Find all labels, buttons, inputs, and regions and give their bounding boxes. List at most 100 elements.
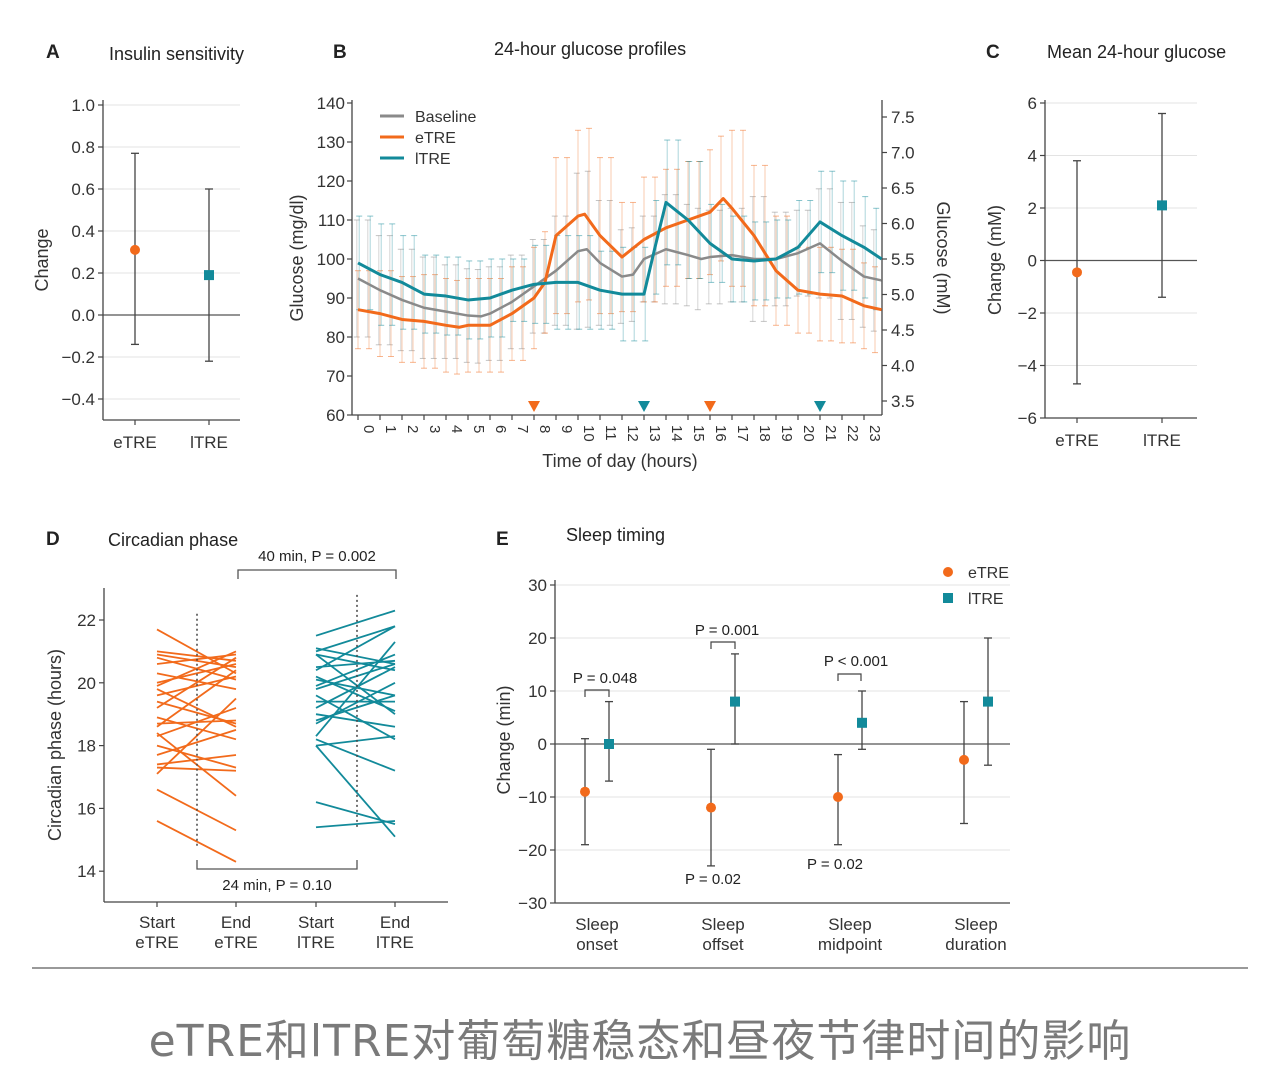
- panel-b-xtick-label: 18: [756, 425, 773, 442]
- panel-e-point-eTRE: [580, 786, 590, 797]
- panel-letter-a: A: [46, 42, 60, 63]
- panel-d-subject-line-etre: [156, 650, 237, 662]
- panel-a-ytick-label: 1.0: [71, 96, 95, 115]
- panel-d-ylabel: Circadian phase (hours): [45, 649, 65, 841]
- figure-caption: eTRE和lTRE对葡萄糖稳态和昼夜节律时间的影响: [148, 1016, 1132, 1067]
- panel-b-ytick-label: 90: [326, 289, 345, 308]
- panel-e-ytick-label: −20: [518, 841, 547, 860]
- panel-b-ytick-right-label: 7.5: [891, 108, 915, 127]
- panel-b-meal-marker-lTRE: [814, 401, 826, 412]
- panel-c-ytick-label: 4: [1028, 147, 1037, 166]
- panel-a-ytick-label: 0.6: [71, 180, 95, 199]
- panel-b-xtick-label: 10: [580, 425, 597, 442]
- panel-b-ytick-right-label: 4.0: [891, 357, 915, 376]
- panel-a-ytick-label: 0.8: [71, 138, 95, 157]
- panel-d-subject-line-ltre: [315, 675, 396, 712]
- panel-b-xtick-label: 23: [866, 425, 883, 442]
- panel-d-subject-line-ltre: [315, 653, 396, 715]
- panel-d-subject-line-ltre: [315, 653, 396, 687]
- panel-b-line-lTRE: [357, 200, 883, 302]
- panel-d-subject-line-ltre: [315, 694, 396, 741]
- panel-e-point-lTRE: [604, 739, 614, 749]
- panel-d-subject-line-etre: [156, 744, 237, 769]
- panel-b-line-eTRE: [357, 197, 882, 329]
- panel-d-subject-line-ltre: [315, 659, 396, 668]
- panel-d-subject-line-etre: [156, 656, 237, 709]
- panel-d-bottom-bracket: [196, 860, 358, 870]
- panel-a-ytick-label: 0.4: [71, 222, 95, 241]
- panel-d-subject-line-ltre: [315, 694, 396, 722]
- panel-b-xtick-label: 16: [712, 425, 729, 442]
- panel-e-offset-p: P = 0.001: [695, 622, 759, 639]
- panel-e-xtick-label: Sleep duration: [945, 915, 1006, 954]
- panel-c-ytick-label: −4: [1018, 357, 1037, 376]
- panel-e-ytick-label: −10: [518, 788, 547, 807]
- panel-e-point-lTRE: [857, 717, 867, 728]
- panel-c-ytick-label: −2: [1018, 304, 1037, 323]
- panel-b-ytick-right-label: 4.5: [891, 321, 915, 340]
- panel-d-subject-line-etre: [156, 697, 237, 775]
- panel-d-subject-line-ltre: [315, 609, 396, 637]
- panel-e-ytick-label: 30: [528, 576, 547, 595]
- panel-b-xtick-label: 13: [646, 425, 663, 442]
- panel-a-point-eTRE: [130, 244, 140, 255]
- panel-d-subject-line-ltre: [315, 625, 396, 653]
- panel-d-subject-line-etre: [156, 820, 237, 863]
- panel-d-subject-line-etre: [156, 707, 237, 738]
- panel-e-point-eTRE: [706, 802, 716, 813]
- panel-a-ytick-label: −0.2: [61, 348, 95, 367]
- panel-e-title: Sleep timing: [566, 525, 665, 545]
- panel-e-significance-bracket: [710, 641, 736, 649]
- panel-d-subject-line-etre: [156, 669, 237, 728]
- panel-b-xtick-label: 20: [800, 425, 817, 442]
- panel-e-significance-bracket: [837, 673, 862, 681]
- panel-b-meal-marker-lTRE: [638, 401, 650, 412]
- panel-e-offset-etre-p: P = 0.02: [685, 871, 741, 888]
- panel-a-xtick-label: lTRE: [190, 433, 228, 452]
- panel-d-xtick-label: Start lTRE: [297, 913, 335, 952]
- panel-b-ytick-label: 60: [326, 406, 345, 425]
- panel-e-ytick-label: 10: [528, 682, 547, 701]
- panel-e-ytick-label: 20: [528, 629, 547, 648]
- panel-b-xtick-label: 2: [404, 425, 421, 433]
- panel-a-title: Insulin sensitivity: [109, 44, 244, 64]
- panel-b-ytick-right-label: 5.5: [891, 250, 915, 269]
- panel-d-xtick-label: Start eTRE: [135, 913, 178, 952]
- panel-e-significance-bracket: [584, 689, 610, 697]
- panel-b-ytick-right-label: 5.0: [891, 286, 915, 305]
- panel-b-title: 24-hour glucose profiles: [494, 39, 686, 59]
- panel-d-title: Circadian phase: [108, 530, 238, 550]
- panel-b-ytick-right-label: 3.5: [891, 392, 915, 411]
- panel-b-ytick-right-label: 7.0: [891, 144, 915, 163]
- panel-d-subject-line-ltre: [315, 641, 396, 737]
- panel-b-xtick-label: 0: [360, 425, 377, 433]
- panel-d-ytick-label: 22: [77, 611, 96, 630]
- panel-b-xtick-label: 21: [822, 425, 839, 442]
- panel-d-subject-line-ltre: [315, 801, 396, 825]
- panel-b-ytick-label: 130: [317, 133, 345, 152]
- panel-c-ytick-label: 2: [1028, 199, 1037, 218]
- panel-a-ytick-label: −0.4: [61, 390, 95, 409]
- panel-b-xtick-label: 5: [470, 425, 487, 433]
- panel-e-legend-label-eTRE: eTRE: [968, 565, 1009, 582]
- panel-b-xtick-label: 15: [690, 425, 707, 442]
- panel-d-ytick-label: 20: [77, 674, 96, 693]
- panel-d-top-annotation: 40 min, P = 0.002: [258, 548, 376, 565]
- panel-b-ytick-label: 140: [317, 94, 345, 113]
- panel-b-ytick-label: 110: [318, 211, 345, 230]
- panel-d-top-bracket: [237, 569, 397, 579]
- panel-a-ytick-label: 0.0: [71, 306, 95, 325]
- panel-b-ytick-right-label: 6.5: [891, 179, 915, 198]
- panel-e-midpoint-p: P < 0.001: [824, 653, 888, 670]
- panel-b-xtick-label: 7: [514, 425, 531, 433]
- panel-b-xtick-label: 4: [448, 425, 465, 433]
- panel-d-ytick-label: 16: [77, 799, 96, 818]
- panel-d-subject-line-ltre: [315, 663, 396, 690]
- panel-a-ytick-label: 0.2: [71, 264, 95, 283]
- panel-d-xtick-label: End eTRE: [214, 913, 257, 952]
- panel-c-title: Mean 24-hour glucose: [1047, 42, 1226, 62]
- panel-letter-b: B: [333, 42, 347, 63]
- panel-d-subject-line-ltre: [315, 820, 396, 829]
- panel-b-xtick-label: 12: [624, 425, 641, 442]
